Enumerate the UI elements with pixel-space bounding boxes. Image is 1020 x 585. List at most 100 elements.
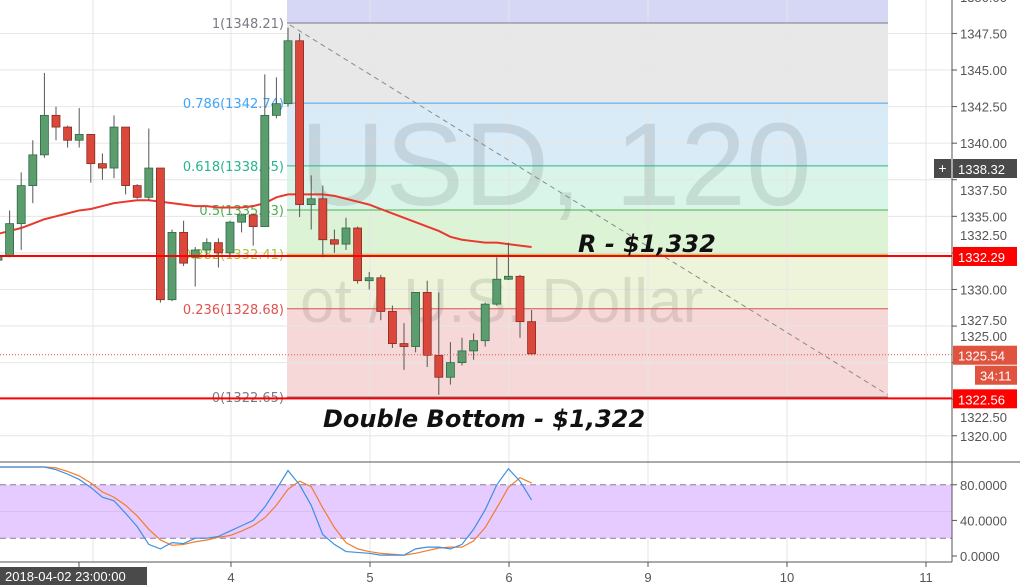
candle-body-down — [98, 163, 107, 169]
candle-body-down — [387, 311, 397, 345]
candle[interactable] — [179, 220, 189, 267]
candle[interactable] — [190, 247, 200, 287]
countdown-badge — [975, 365, 1017, 385]
fib-zone-0 — [287, 308, 888, 397]
price-badges: 1332.29 1322.56 1325.54 34:11 — [953, 246, 1017, 409]
candle[interactable] — [237, 213, 247, 233]
candle[interactable] — [202, 238, 212, 258]
trend-line[interactable] — [289, 24, 889, 396]
candle[interactable] — [63, 125, 72, 148]
crosshair-time-label: 2018-04-02 23:00:00 — [5, 569, 126, 584]
candle[interactable] — [16, 172, 26, 250]
candle[interactable] — [469, 333, 479, 360]
candle[interactable] — [387, 305, 397, 348]
price-level-badge — [953, 389, 1017, 409]
candle-body-down — [376, 277, 386, 312]
price-tick-label: 1320.00 — [960, 429, 1007, 444]
oscillator-k-line — [0, 466, 533, 556]
countdown-label: 34:11 — [980, 369, 1012, 384]
candle[interactable] — [86, 133, 96, 183]
price-axis[interactable]: 1350.00 1347.50 1345.00 1342.50 1340.00 1337.… — [952, 0, 1007, 444]
candles — [0, 27, 536, 395]
price-tick-label: 1327.50 — [960, 313, 1007, 328]
time-tick-label: 6 — [505, 570, 512, 585]
candle[interactable] — [248, 213, 258, 246]
candle-body-up — [167, 232, 177, 301]
candle-body-up — [283, 40, 293, 105]
candle-body-up — [40, 114, 49, 156]
candle-body-up — [0, 255, 3, 261]
candle-body-up — [16, 185, 26, 225]
candle[interactable] — [98, 153, 107, 180]
candle-body-down — [248, 214, 258, 227]
candle[interactable] — [132, 184, 142, 199]
time-axis[interactable]: 4 5 6 9 10 11 — [78, 562, 933, 585]
price-tick-label: 1345.00 — [960, 63, 1007, 78]
candle-body-up — [480, 303, 490, 342]
candle[interactable] — [503, 242, 513, 280]
fib-level-label: 1(1348.21) — [212, 17, 284, 32]
candle[interactable] — [434, 292, 444, 395]
stochastic-oscillator: 80.0000 40.0000 0.0000 — [0, 466, 1007, 564]
candle[interactable] — [376, 274, 386, 321]
candle-body-down — [86, 133, 96, 165]
candle-body-up — [341, 227, 351, 245]
candle[interactable] — [213, 238, 223, 268]
fib-zones — [287, 0, 888, 397]
candle[interactable] — [480, 302, 490, 347]
candle[interactable] — [109, 115, 119, 179]
fib-zone-above-1 — [287, 0, 888, 24]
candle[interactable] — [283, 27, 293, 107]
candle[interactable] — [167, 229, 177, 302]
candle[interactable] — [155, 167, 165, 303]
candle[interactable] — [144, 128, 154, 201]
watermark-symbol: USD, 120 — [300, 99, 812, 231]
candle-body-up — [260, 114, 270, 227]
candle-body-down — [51, 114, 61, 128]
last-price-label: 1325.54 — [958, 349, 1005, 364]
candle[interactable] — [422, 280, 432, 368]
oscillator-tick-label: 0.0000 — [960, 549, 1000, 564]
price-tick-label: 1332.50 — [960, 228, 1007, 243]
candle[interactable] — [271, 77, 281, 119]
candle[interactable] — [295, 33, 305, 218]
candle[interactable] — [492, 257, 502, 306]
candle[interactable] — [411, 291, 421, 353]
crosshair-plus-icon[interactable]: + — [938, 160, 946, 176]
last-price-badge — [953, 345, 1017, 365]
candle[interactable] — [260, 74, 270, 227]
candle[interactable] — [28, 140, 38, 204]
fib-zone-0.5 — [287, 165, 888, 211]
fib-level-label: 0.236(1328.68) — [183, 303, 284, 318]
candle[interactable] — [329, 229, 339, 253]
candle[interactable] — [121, 126, 130, 195]
price-tick-label: 1330.00 — [960, 282, 1007, 297]
candle-body-down — [63, 126, 72, 141]
candle-body-up — [503, 275, 513, 280]
candle-body-down — [295, 40, 305, 206]
fib-zone-0.236 — [287, 254, 888, 309]
candle-body-down — [515, 275, 525, 323]
candle[interactable] — [51, 106, 61, 141]
candle-body-up — [28, 154, 38, 186]
candle[interactable] — [364, 271, 374, 290]
candle-body-up — [74, 133, 84, 141]
candle[interactable] — [399, 323, 409, 370]
oscillator-tick-label: 40.0000 — [960, 513, 1007, 528]
crosshair-time-badge: 2018-04-02 23:00:00 — [0, 567, 147, 585]
candle[interactable] — [515, 274, 525, 338]
candle[interactable] — [527, 309, 536, 356]
fib-level-label: 0.786(1342.74) — [183, 97, 284, 112]
candle[interactable] — [318, 185, 328, 258]
candle[interactable] — [40, 72, 49, 158]
candle[interactable] — [0, 251, 3, 266]
price-level-badge-label: 1322.56 — [958, 392, 1005, 407]
candle[interactable] — [341, 217, 351, 250]
candle[interactable] — [445, 342, 455, 385]
candle[interactable] — [74, 108, 84, 148]
time-tick-label: 11 — [919, 570, 933, 585]
candle[interactable] — [225, 220, 235, 258]
candle[interactable] — [306, 175, 316, 230]
candle[interactable] — [457, 337, 467, 366]
